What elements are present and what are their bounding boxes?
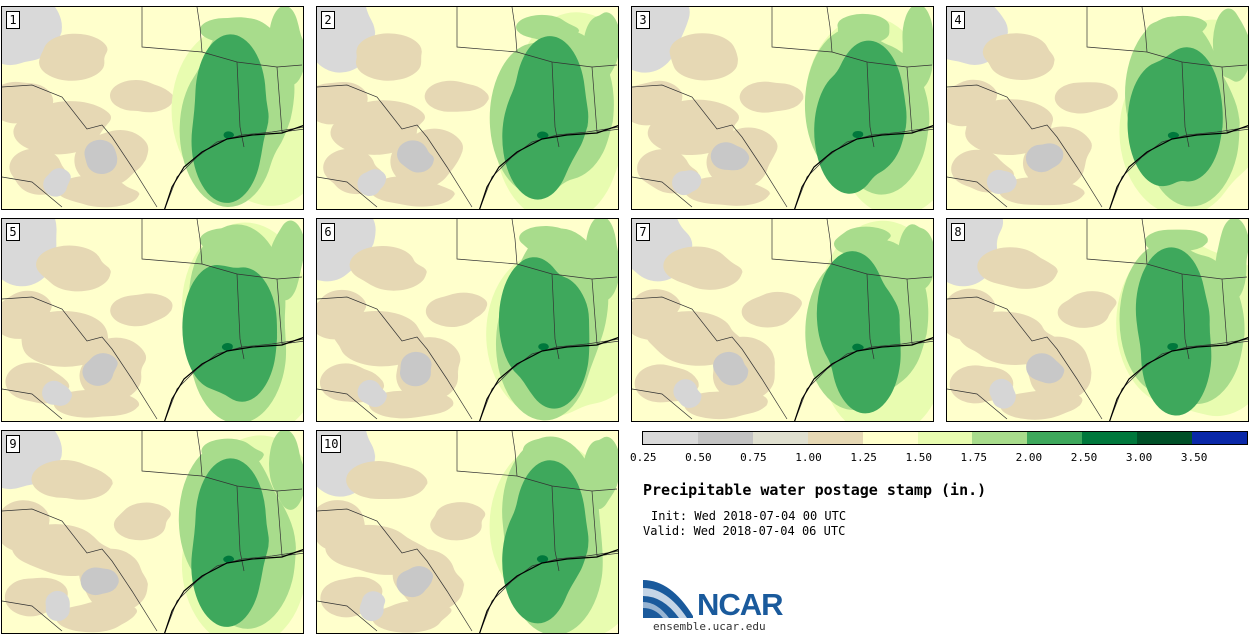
colorbar-tick-label: 0.75 bbox=[740, 451, 767, 464]
colorbar-tick-label: 0.25 bbox=[630, 451, 657, 464]
ensemble-url[interactable]: ensemble.ucar.edu bbox=[653, 620, 766, 633]
stamp-member-label: 8 bbox=[951, 223, 965, 241]
colorbar-tick-label: 2.50 bbox=[1070, 451, 1098, 464]
stamp-member-label: 3 bbox=[636, 11, 650, 29]
ncar-logo-text: NCAR bbox=[697, 587, 784, 622]
postage-stamp-map: 9 bbox=[1, 430, 304, 634]
chart-title: Precipitable water postage stamp (in.) bbox=[643, 481, 987, 499]
postage-stamp-map: 6 bbox=[316, 218, 619, 422]
colorbar-segment bbox=[1137, 432, 1193, 444]
postage-stamp-map: 8 bbox=[946, 218, 1249, 422]
stamp-member-label: 5 bbox=[6, 223, 20, 241]
colorbar-tick-label: 0.50 bbox=[685, 451, 712, 464]
stamp-member-label: 4 bbox=[951, 11, 965, 29]
colorbar-tick-label: 1.50 bbox=[905, 451, 932, 464]
colorbar-segment bbox=[1082, 432, 1138, 444]
colorbar-segment bbox=[643, 432, 698, 444]
colorbar bbox=[642, 431, 1248, 445]
colorbar-tick-label: 1.25 bbox=[850, 451, 877, 464]
init-time: Init: Wed 2018-07-04 00 UTC bbox=[651, 509, 847, 523]
colorbar-segment bbox=[697, 432, 753, 444]
colorbar-segment bbox=[1192, 432, 1247, 444]
colorbar-segment bbox=[917, 432, 973, 444]
postage-stamp-map: 1 bbox=[1, 6, 304, 210]
stamp-member-label: 6 bbox=[321, 223, 335, 241]
colorbar-tick-label: 1.75 bbox=[960, 451, 988, 464]
colorbar-segment bbox=[752, 432, 808, 444]
colorbar-tick-label: 3.50 bbox=[1180, 451, 1208, 464]
colorbar-segment bbox=[1027, 432, 1083, 444]
postage-stamp-map: 7 bbox=[631, 218, 934, 422]
postage-stamp-map: 10 bbox=[316, 430, 619, 634]
stamp-member-label: 10 bbox=[321, 435, 342, 453]
postage-stamp-map: 3 bbox=[631, 6, 934, 210]
stamp-member-label: 2 bbox=[321, 11, 335, 29]
colorbar-tick-label: 2.00 bbox=[1015, 451, 1043, 464]
valid-time: Valid: Wed 2018-07-04 06 UTC bbox=[643, 524, 846, 538]
postage-stamp-map: 4 bbox=[946, 6, 1249, 210]
postage-stamp-map: 5 bbox=[1, 218, 304, 422]
colorbar-tick-label: 3.00 bbox=[1125, 451, 1153, 464]
colorbar-tick-label: 1.00 bbox=[795, 451, 822, 464]
colorbar-ticks: 0.25 0.50 0.75 1.00 1.25 1.50 1.75 2.00 2.50 3.00… bbox=[630, 451, 1260, 467]
colorbar-segment bbox=[972, 432, 1028, 444]
stamp-member-label: 7 bbox=[636, 223, 650, 241]
colorbar-segment bbox=[807, 432, 863, 444]
stamp-member-label: 9 bbox=[6, 435, 20, 453]
stamp-member-label: 1 bbox=[6, 11, 20, 29]
postage-stamp-map: 2 bbox=[316, 6, 619, 210]
ncar-logo-icon bbox=[643, 580, 693, 618]
colorbar-segment bbox=[862, 432, 918, 444]
